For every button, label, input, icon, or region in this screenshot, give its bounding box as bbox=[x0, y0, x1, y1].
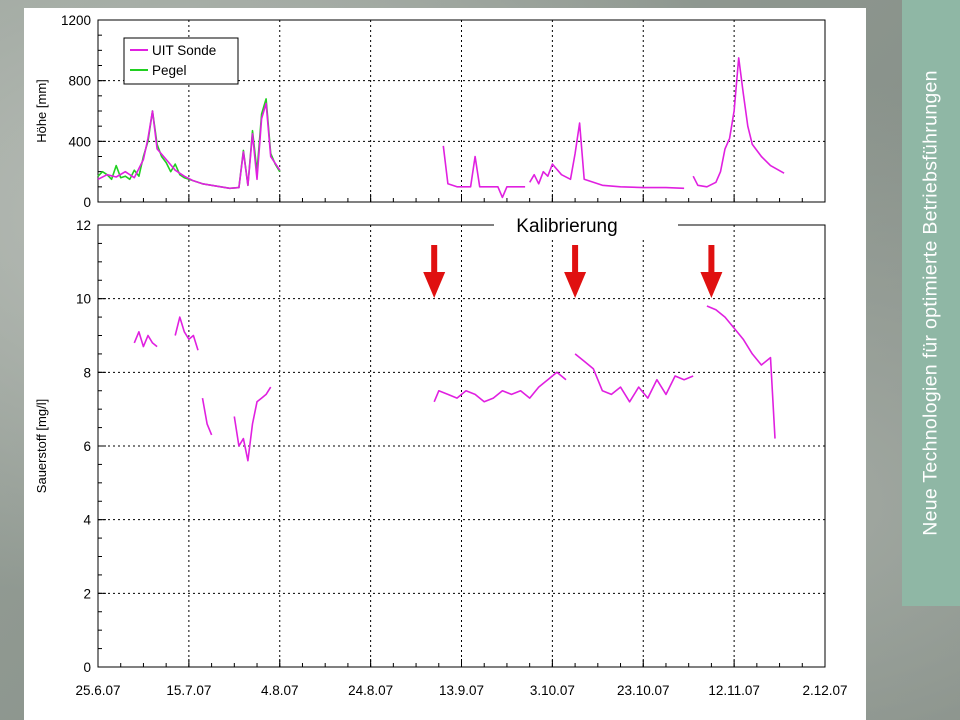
chart-hoehe: 0 400 800 1200 Höhe [mm] UIT Sonde Pegel bbox=[34, 13, 826, 210]
series-line-uit-sonde bbox=[174, 316, 199, 351]
legend-box bbox=[123, 37, 239, 85]
x-tick-label: 12.11.07 bbox=[708, 683, 760, 698]
y-tick-label: 1200 bbox=[61, 13, 91, 28]
calibration-arrow bbox=[700, 245, 723, 298]
series-line-uit-sonde bbox=[233, 386, 272, 462]
series-line-pegel bbox=[97, 98, 281, 190]
sidebar bbox=[902, 0, 960, 606]
x-tick-label: 13.9.07 bbox=[439, 683, 484, 698]
x-tick-label: 4.8.07 bbox=[261, 683, 299, 698]
sidebar-title: Neue Technologien für optimierte Betrieb… bbox=[919, 70, 942, 536]
y-tick-label: 0 bbox=[83, 195, 91, 210]
y-tick-label: 400 bbox=[68, 134, 91, 149]
y-tick-label: 0 bbox=[83, 660, 91, 675]
x-tick-label: 2.12.07 bbox=[802, 683, 847, 698]
x-tick-label: 15.7.07 bbox=[166, 683, 211, 698]
chart-canvas: 0 400 800 1200 Höhe [mm] UIT Sonde Pegel 0 2 4 6 8 1… bbox=[34, 13, 848, 698]
y-tick-label: 8 bbox=[83, 365, 91, 380]
y-tick-label: 6 bbox=[83, 439, 91, 454]
x-tick-label: 3.10.07 bbox=[530, 683, 575, 698]
y-axis-label: Höhe [mm] bbox=[34, 79, 49, 143]
chart-sauerstoff: 0 2 4 6 8 10 12 25.6.07 15.7.07 4.8.07 24.8.07 13.9… bbox=[34, 210, 848, 698]
calibration-arrow bbox=[564, 245, 587, 298]
y-tick-label: 10 bbox=[76, 292, 91, 307]
calibration-arrow bbox=[423, 245, 446, 298]
series-line-uit-sonde bbox=[133, 330, 158, 348]
series-line-uit-sonde bbox=[692, 57, 785, 188]
legend-entry: Pegel bbox=[152, 63, 187, 78]
series-line-uit-sonde bbox=[574, 353, 694, 403]
y-tick-label: 4 bbox=[83, 513, 91, 528]
plot-frame bbox=[97, 224, 826, 668]
series-line-uit-sonde bbox=[433, 371, 567, 403]
y-tick-label: 12 bbox=[76, 218, 91, 233]
y-tick-label: 2 bbox=[83, 586, 91, 601]
x-tick-label: 23.10.07 bbox=[617, 683, 670, 698]
series-line-uit-sonde bbox=[442, 145, 526, 199]
series-line-uit-sonde bbox=[529, 122, 685, 190]
series-line-uit-sonde bbox=[97, 102, 281, 190]
x-tick-label: 25.6.07 bbox=[75, 683, 120, 698]
series-line-uit-sonde bbox=[706, 305, 776, 439]
series-line-uit-sonde bbox=[201, 397, 213, 436]
y-axis-label: Sauerstoff [mg/l] bbox=[34, 399, 49, 493]
legend-entry: UIT Sonde bbox=[152, 43, 216, 58]
y-tick-label: 800 bbox=[68, 74, 91, 89]
x-tick-label: 24.8.07 bbox=[348, 683, 393, 698]
chart-panel bbox=[24, 8, 866, 720]
annotation-label: Kalibrierung bbox=[516, 216, 617, 237]
annotation-label-bg bbox=[494, 210, 678, 240]
plot-frame bbox=[97, 19, 826, 203]
